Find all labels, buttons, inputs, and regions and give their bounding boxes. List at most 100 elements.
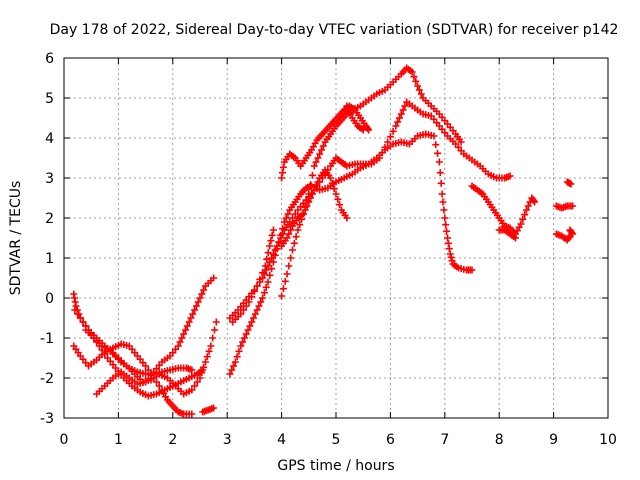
plus-marker — [239, 338, 247, 346]
plus-marker — [569, 230, 577, 238]
series-arc-16 — [552, 230, 574, 244]
plus-marker — [201, 358, 209, 366]
y-tick-label: -2 — [40, 371, 54, 387]
plus-marker — [568, 229, 576, 237]
plus-marker — [565, 233, 573, 241]
x-tick-label: 7 — [440, 432, 449, 448]
plus-marker — [275, 238, 283, 246]
plus-marker — [290, 239, 298, 247]
y-tick-label: -1 — [40, 331, 54, 347]
plus-marker — [194, 298, 202, 306]
plus-marker — [384, 138, 392, 146]
series-arc-6 — [199, 404, 218, 416]
plus-marker — [264, 278, 272, 286]
plus-marker — [285, 230, 293, 238]
plus-marker — [253, 306, 261, 314]
plus-marker — [394, 118, 402, 126]
plus-marker — [191, 306, 199, 314]
plus-marker — [233, 353, 241, 361]
plus-marker — [312, 158, 320, 166]
plus-marker — [343, 214, 351, 222]
plus-marker — [440, 206, 448, 214]
series-arc-18 — [563, 178, 575, 188]
plus-marker — [181, 326, 189, 334]
plus-marker — [438, 190, 446, 198]
plus-marker — [248, 318, 256, 326]
plus-marker — [253, 282, 261, 290]
plus-marker — [378, 149, 386, 157]
plus-marker — [267, 237, 275, 245]
plus-marker — [439, 198, 447, 206]
plus-marker — [359, 126, 367, 134]
plus-marker — [244, 326, 252, 334]
plus-marker — [314, 154, 322, 162]
plus-marker — [259, 294, 267, 302]
plus-marker — [303, 197, 311, 205]
plus-marker — [246, 322, 254, 330]
plus-marker — [288, 246, 296, 254]
axis-ticks: 0 1 2 3 4 5 6 7 8 9 10 -3 -2 -1 0 1 2 3 4 5 6 — [40, 51, 617, 448]
plus-marker — [376, 154, 384, 162]
plus-marker — [196, 374, 204, 382]
plus-marker — [397, 110, 405, 118]
plus-marker — [200, 363, 208, 371]
plus-marker — [72, 302, 80, 310]
plus-marker — [301, 203, 309, 211]
plus-marker — [152, 378, 160, 386]
plus-marker — [310, 186, 318, 194]
plus-marker — [242, 302, 250, 310]
plus-marker — [441, 214, 449, 222]
plus-marker — [415, 86, 423, 94]
plus-marker — [294, 226, 302, 234]
plus-marker — [231, 358, 239, 366]
plus-marker — [364, 125, 372, 133]
plus-marker — [310, 162, 318, 170]
plus-marker — [268, 231, 276, 239]
plus-marker — [183, 322, 191, 330]
plus-marker — [305, 190, 313, 198]
plus-marker — [187, 314, 195, 322]
series-arc-15 — [495, 226, 520, 242]
x-tick-label: 4 — [277, 432, 286, 448]
plus-marker — [277, 234, 285, 242]
plus-marker — [386, 133, 394, 141]
plus-marker — [255, 302, 263, 310]
plus-marker — [328, 179, 336, 187]
plus-marker — [343, 102, 351, 110]
series-arc-11 — [278, 102, 373, 182]
plus-marker — [412, 77, 420, 85]
plus-marker — [269, 226, 277, 234]
plus-marker — [240, 306, 248, 314]
plus-marker — [314, 178, 322, 186]
plus-marker — [524, 202, 532, 210]
plus-marker — [279, 230, 287, 238]
plus-marker — [71, 306, 79, 314]
plus-marker — [212, 318, 220, 326]
plus-marker — [245, 298, 253, 306]
plus-marker — [434, 149, 442, 157]
plus-marker — [240, 334, 248, 342]
plus-marker — [287, 254, 295, 262]
series-arc-17 — [552, 202, 577, 212]
series-arc-14 — [468, 182, 539, 238]
plus-marker — [347, 110, 355, 118]
plus-marker — [237, 342, 245, 350]
x-tick-label: 3 — [223, 432, 232, 448]
plus-marker — [312, 182, 320, 190]
plus-marker — [79, 318, 87, 326]
plus-marker — [176, 338, 184, 346]
plus-marker — [259, 269, 267, 277]
plus-marker — [506, 172, 514, 180]
plus-marker — [399, 106, 407, 114]
plus-marker — [76, 314, 84, 322]
plus-marker — [381, 143, 389, 151]
plus-marker — [567, 180, 575, 188]
plus-marker — [198, 369, 206, 377]
plus-marker — [530, 197, 538, 205]
plus-marker — [443, 227, 451, 235]
plus-marker — [209, 334, 217, 342]
series-arc-7 — [226, 130, 476, 378]
plus-marker — [281, 277, 289, 285]
plus-marker — [296, 221, 304, 229]
plus-marker — [531, 198, 539, 206]
